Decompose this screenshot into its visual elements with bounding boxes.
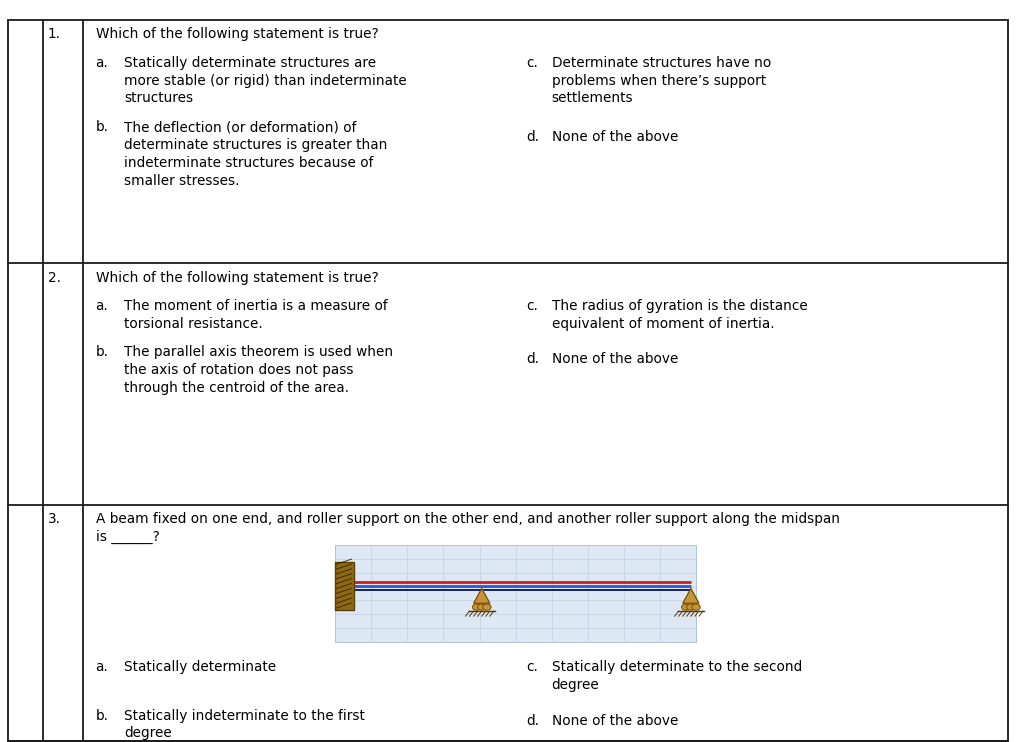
Bar (335, 562, 354, 610)
Text: 3.: 3. (48, 512, 61, 526)
Text: c.: c. (526, 660, 538, 674)
Circle shape (483, 604, 491, 610)
Text: Determinate structures have no
problems when there’s support
settlements: Determinate structures have no problems … (552, 56, 771, 105)
Bar (335, 545, 696, 642)
Polygon shape (473, 588, 490, 603)
Text: a.: a. (96, 299, 109, 313)
Text: Which of the following statement is true?: Which of the following statement is true… (96, 271, 378, 285)
Polygon shape (683, 588, 699, 603)
Text: 2.: 2. (48, 271, 61, 285)
Text: Statically determinate: Statically determinate (124, 660, 276, 674)
Circle shape (472, 604, 481, 610)
Text: A beam fixed on one end, and roller support on the other end, and another roller: A beam fixed on one end, and roller supp… (96, 512, 839, 544)
Text: b.: b. (96, 345, 109, 359)
Text: None of the above: None of the above (552, 714, 678, 728)
Circle shape (478, 604, 486, 610)
Text: d.: d. (526, 130, 539, 144)
Circle shape (682, 604, 690, 610)
Circle shape (687, 604, 695, 610)
Text: Statically indeterminate to the first
degree: Statically indeterminate to the first de… (124, 709, 365, 741)
Text: b.: b. (96, 120, 109, 134)
Circle shape (692, 604, 700, 610)
Text: Statically determinate structures are
more stable (or rigid) than indeterminate
: Statically determinate structures are mo… (124, 56, 406, 105)
Text: a.: a. (96, 56, 109, 70)
Text: The radius of gyration is the distance
equivalent of moment of inertia.: The radius of gyration is the distance e… (552, 299, 808, 331)
Text: None of the above: None of the above (552, 352, 678, 367)
Text: Statically determinate to the second
degree: Statically determinate to the second deg… (552, 660, 802, 692)
Text: None of the above: None of the above (552, 130, 678, 144)
Text: The parallel axis theorem is used when
the axis of rotation does not pass
throug: The parallel axis theorem is used when t… (124, 345, 393, 395)
Text: d.: d. (526, 352, 539, 367)
Text: b.: b. (96, 709, 109, 723)
Text: c.: c. (526, 56, 538, 70)
Text: 1.: 1. (48, 27, 61, 42)
Text: The moment of inertia is a measure of
torsional resistance.: The moment of inertia is a measure of to… (124, 299, 387, 331)
Text: a.: a. (96, 660, 109, 674)
Text: c.: c. (526, 299, 538, 313)
Text: Which of the following statement is true?: Which of the following statement is true… (96, 27, 378, 42)
Text: The deflection (or deformation) of
determinate structures is greater than
indete: The deflection (or deformation) of deter… (124, 120, 387, 188)
Text: d.: d. (526, 714, 539, 728)
